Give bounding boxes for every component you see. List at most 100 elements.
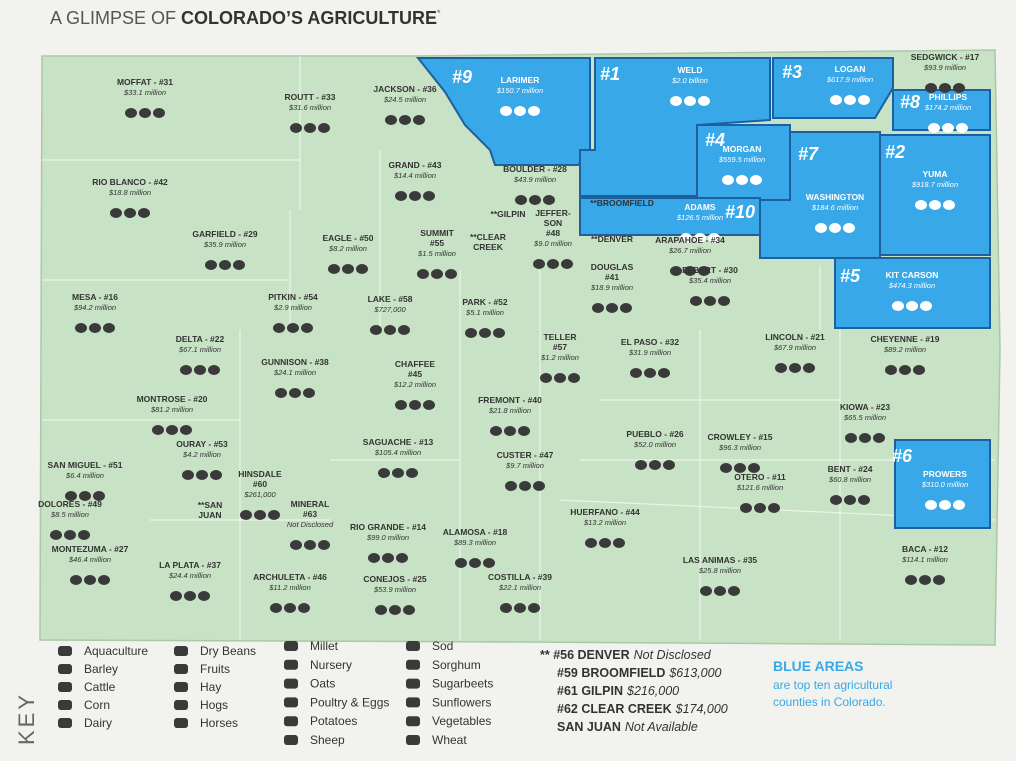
county-name: PUEBLO - #26 [626,429,683,439]
rank-badge: #1 [600,64,620,84]
crop-icon [658,368,670,378]
county-name: **DENVER [591,234,633,244]
crop-icon [500,603,512,613]
county-name: CHAFFEE [395,359,435,369]
crop-icon [273,323,285,333]
crop-icon [318,123,330,133]
county-value: $35.4 million [688,276,731,285]
crop-icon [720,463,732,473]
key-item: Potatoes [310,714,357,728]
county: CHAFFEE#45$12.2 million [393,359,436,410]
crop-icon [170,591,182,601]
county-name: **BROOMFIELD [590,198,654,208]
county-name: RIO GRANDE - #14 [350,522,426,532]
county: ALAMOSA - #18$89.3 million [443,527,508,568]
county-name: GRAND - #43 [389,160,442,170]
crop-icon [84,575,96,585]
county-name: ALAMOSA - #18 [443,527,508,537]
crop-icon [505,481,517,491]
crop-icon [399,115,411,125]
county-name: DOUGLAS [591,262,634,272]
county-name: WELD [677,65,702,75]
county-value: $261,000 [243,490,276,499]
county: PROWERS$310.0 million #6 [892,446,968,510]
county-value: $81.2 million [150,405,193,414]
county-name: CONEJOS - #25 [363,574,427,584]
crop-icon [953,500,965,510]
legend-text: are top ten agricultural [773,678,892,692]
crop-icon [670,266,682,276]
crop-icon [289,388,301,398]
rank-badge: #8 [900,92,920,112]
county-value: $24.4 million [168,571,211,580]
key: KEY Aquaculture Barley Cattle Corn Dairy Dry … [14,639,493,747]
county-value: $9.0 million [533,239,572,248]
crop-icon [233,260,245,270]
county-name: HUERFANO - #44 [570,507,640,517]
county-value: $99.0 million [366,533,409,542]
note-value: Not Available [625,720,698,734]
county-name: BENT - #24 [828,464,873,474]
county-name: OURAY - #53 [176,439,228,449]
crop-icon [196,470,208,480]
crop-icon [748,463,760,473]
key-item: Dairy [84,716,112,730]
county-value: $93.9 million [923,63,966,72]
key-icon [406,678,420,689]
county: GRAND - #43$14.4 million [389,160,442,201]
county-name: **SAN [198,500,223,510]
key-title: KEY [14,692,39,745]
crop-icon [78,530,90,540]
county-value: $727,000 [373,305,406,314]
county-value: Not Disclosed [287,520,334,529]
county-value: $43.9 million [513,175,556,184]
crop-icon [859,433,871,443]
note-label: #62 CLEAR CREEK [557,702,672,716]
county-name: SAGUACHE - #13 [363,437,434,447]
crop-icon [385,115,397,125]
crop-icon [210,470,222,480]
crop-icon [504,426,516,436]
county: **DENVER [591,234,633,244]
county-name: GUNNISON - #38 [261,357,329,367]
crop-icon [929,200,941,210]
crop-icon [519,481,531,491]
crop-icon [445,269,457,279]
county-name: MORGAN [723,144,762,154]
county: LARIMER$150.7 million #9 [452,67,543,116]
note: #59 BROOMFIELD $613,000 [557,666,722,680]
crop-icon [493,328,505,338]
county-name: BACA - #12 [902,544,948,554]
county-value: $8.2 million [328,244,367,253]
crop-icon [303,388,315,398]
crop-icon [184,591,196,601]
key-icon [406,641,420,651]
note: #61 GILPIN $216,000 [557,684,679,698]
key-icon [58,700,72,710]
county-name: JEFFER- [535,208,571,218]
crop-icon [270,603,282,613]
county-name: SON [544,218,562,228]
county-name: LINCOLN - #21 [765,332,825,342]
county-name: EAGLE - #50 [322,233,373,243]
county-value: $25.8 million [698,566,741,575]
crop-icon [899,365,911,375]
county-area [894,439,991,529]
crop-icon [50,530,62,540]
note-value: Not Disclosed [634,648,712,662]
rank-badge: #4 [705,130,725,150]
crop-icon [554,373,566,383]
crop-icon [406,468,418,478]
crop-icon [465,328,477,338]
county: DOUGLAS#41$18.9 million [590,262,634,313]
crop-icon [613,538,625,548]
title-part: A GLIMPSE OF [50,8,181,28]
key-item: Hogs [200,698,228,712]
county-name: SEDGWICK - #17 [911,52,980,62]
crop-icon [939,83,951,93]
key-icon [174,646,188,656]
county-value: $14.4 million [393,171,436,180]
county-labels: MOFFAT - #31$33.1 million JACKSON - #36$2… [38,52,980,615]
crop-icon [70,575,82,585]
key-item: Wheat [432,733,467,747]
